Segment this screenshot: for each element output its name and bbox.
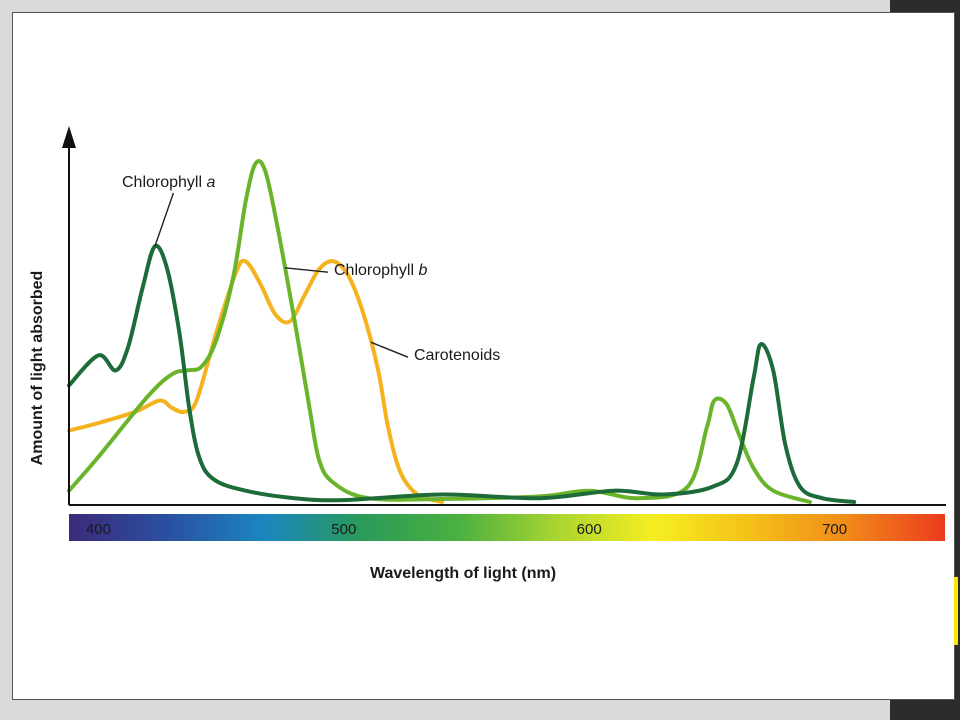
series-line-carotenoids — [67, 258, 444, 504]
series-label-carotenoids: Carotenoids — [414, 347, 500, 364]
leader-line-chlorophyll-b — [284, 267, 329, 273]
leader-line-chlorophyll-a — [154, 192, 175, 247]
series-label-chlorophyll-b: Chlorophyll b — [334, 262, 427, 279]
leader-line-carotenoids — [370, 341, 409, 358]
series-line-chlorophyll-a — [67, 243, 857, 504]
spectrum-color-bar — [69, 514, 945, 541]
y-axis-arrow-icon — [62, 126, 76, 148]
x-tick-labels: 400 500 600 700 — [86, 521, 847, 538]
x-tick-label-500: 500 — [331, 521, 356, 538]
series-line-chlorophyll-b — [67, 159, 812, 504]
slide-canvas — [12, 12, 955, 700]
x-tick-label-400: 400 — [86, 521, 111, 538]
label-leaders — [154, 192, 409, 358]
x-axis-title: Wavelength of light (nm) — [370, 565, 556, 582]
series-curves — [67, 159, 857, 504]
y-axis-title: Amount of light absorbed — [29, 271, 46, 466]
x-tick-label-700: 700 — [822, 521, 847, 538]
series-label-chlorophyll-a: Chlorophyll a — [122, 174, 215, 191]
x-tick-label-600: 600 — [577, 521, 602, 538]
yellow-edge-mark — [954, 577, 958, 645]
